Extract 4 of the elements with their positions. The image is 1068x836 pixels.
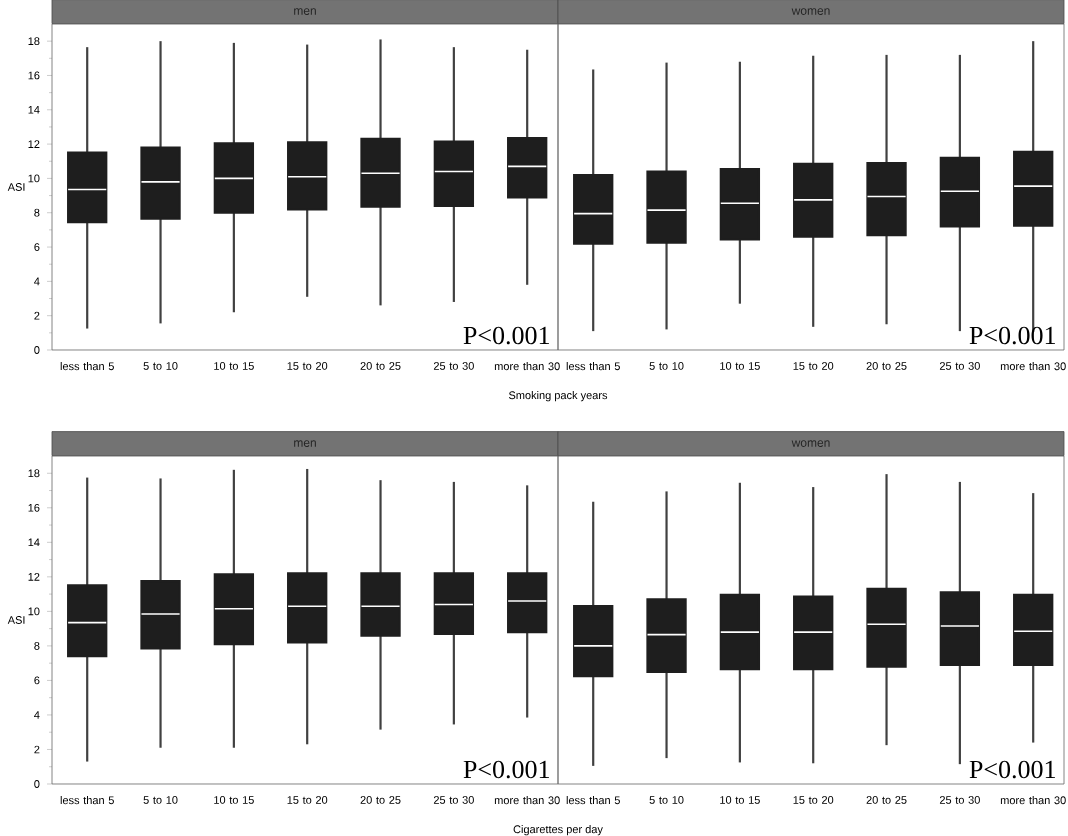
annotation: P<0.001 bbox=[969, 326, 1055, 345]
annotation: P<0.001 bbox=[969, 760, 1055, 779]
annotation: P<0.001 bbox=[463, 326, 549, 345]
annotation: P<0.001 bbox=[463, 760, 549, 779]
